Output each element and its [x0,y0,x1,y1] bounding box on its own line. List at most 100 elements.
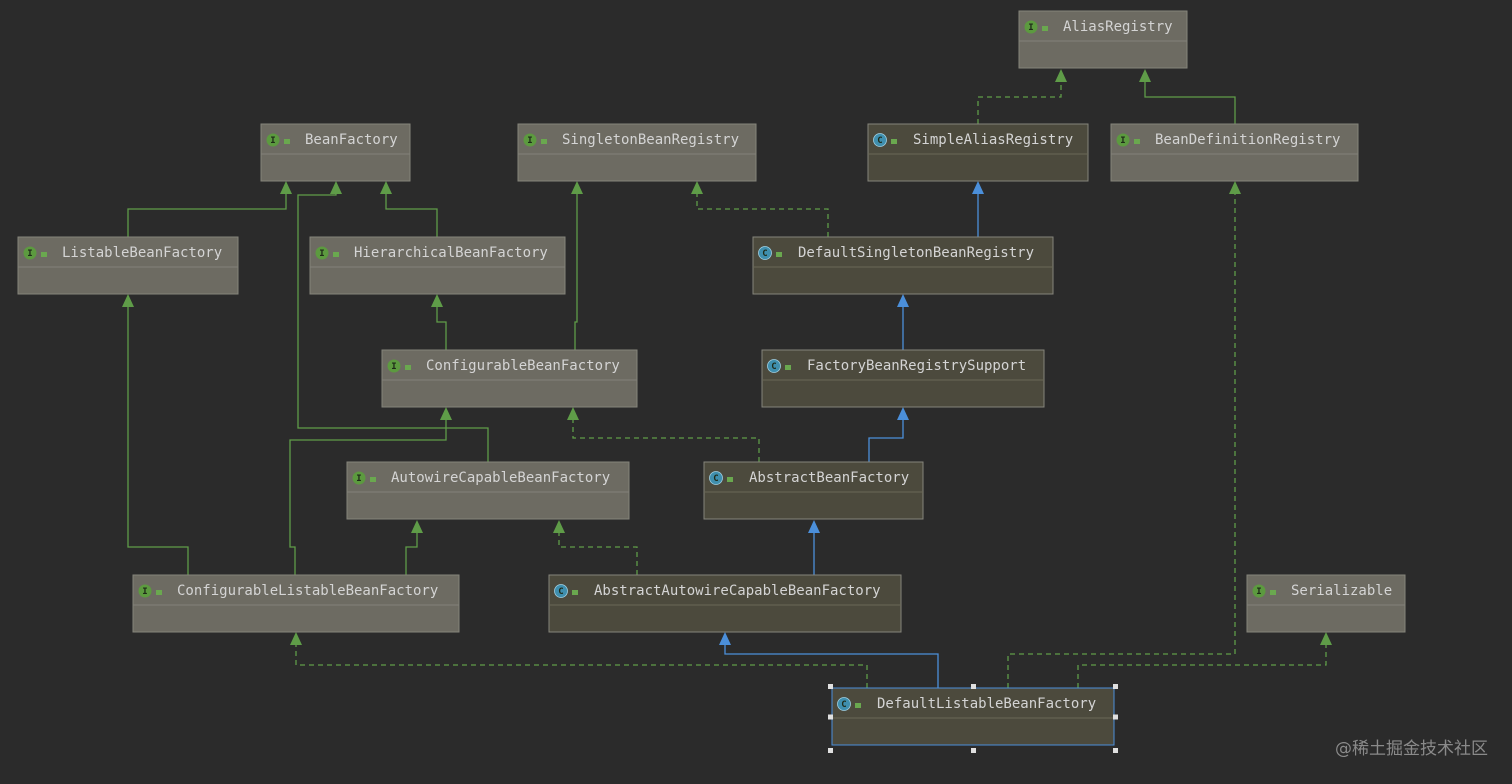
node-icon-letter: I [142,587,147,597]
class-node: I SingletonBeanRegistry [517,123,757,182]
arrow-head [330,181,342,194]
visibility-icon [785,365,791,370]
visibility-icon [891,139,897,144]
visibility-icon [333,252,339,257]
visibility-icon [1134,139,1140,144]
edge [295,644,868,688]
visibility-icon [855,703,861,708]
node-label: AbstractBeanFactory [749,470,909,486]
visibility-icon [156,590,162,595]
arrow-head [1320,632,1332,645]
node-label: FactoryBeanRegistrySupport [807,358,1026,374]
node-box [867,123,1089,182]
arrow-head [1229,181,1241,194]
node-box [309,236,566,295]
node-icon-letter: I [1120,136,1125,146]
nodes: I AliasRegistry I BeanFactory I SingletonBean… [17,10,1406,753]
node-icon-letter: I [27,249,32,259]
node-box [517,123,757,182]
node-box [132,574,460,633]
arrow-head [440,407,452,420]
edge [127,306,189,575]
class-node: I ConfigurableListableBeanFactory [132,574,460,633]
arrow-head [972,181,984,194]
node-icon [352,471,366,485]
node-icon [709,471,723,485]
class-node: C DefaultListableBeanFactory [828,684,1118,753]
node-icon [758,246,772,260]
class-node: I ListableBeanFactory [17,236,239,295]
node-icon-letter: C [713,474,718,484]
class-node: C AbstractAutowireCapableBeanFactory [548,574,902,633]
class-node: I BeanFactory [260,123,411,182]
visibility-icon [727,477,733,482]
class-node: I HierarchicalBeanFactory [309,236,566,295]
edge [405,532,418,575]
node-label: BeanFactory [305,132,398,148]
node-icon [837,697,851,711]
arrow-head [122,294,134,307]
node-icon-letter: I [1028,23,1033,33]
class-node: C DefaultSingletonBeanRegistry [752,236,1054,295]
visibility-icon [1042,26,1048,31]
class-node: I BeanDefinitionRegistry [1110,123,1359,182]
node-icon [1024,20,1038,34]
node-icon-letter: C [877,136,882,146]
arrow-head [280,181,292,194]
node-label: ListableBeanFactory [62,245,222,261]
edge [724,644,939,688]
edge [558,532,638,575]
node-box [831,687,1115,746]
arrow-head [567,407,579,420]
node-box [17,236,239,295]
node-icon-letter: C [558,587,563,597]
selection-handle [971,748,976,753]
node-box [548,574,902,633]
arrow-head [553,520,565,533]
node-icon [873,133,887,147]
selection-handle [1113,684,1118,689]
selection-handle [828,684,833,689]
node-icon-letter: I [391,362,396,372]
node-label: ConfigurableListableBeanFactory [177,583,438,599]
class-node: C SimpleAliasRegistry [867,123,1089,182]
arrow-head [380,181,392,194]
edge [1144,81,1236,124]
node-box [1018,10,1188,69]
edge [297,193,489,462]
class-node: I ConfigurableBeanFactory [381,349,638,408]
edge [1077,644,1327,688]
edge [289,419,447,575]
arrow-head [431,294,443,307]
arrow-head [897,407,909,420]
edge [868,419,904,462]
node-icon-letter: I [270,136,275,146]
visibility-icon [1270,590,1276,595]
node-box [703,461,924,520]
node-label: BeanDefinitionRegistry [1155,132,1340,148]
node-label: DefaultSingletonBeanRegistry [798,245,1034,261]
node-icon [23,246,37,260]
arrow-head [691,181,703,194]
node-icon-letter: C [762,249,767,259]
node-icon [315,246,329,260]
node-label: ConfigurableBeanFactory [426,358,620,374]
node-box [381,349,638,408]
edge [385,193,438,237]
node-label: AbstractAutowireCapableBeanFactory [594,583,881,599]
class-node: I AliasRegistry [1018,10,1188,69]
node-label: HierarchicalBeanFactory [354,245,548,261]
node-label: Serializable [1291,583,1392,599]
node-label: DefaultListableBeanFactory [877,696,1096,712]
arrow-head [808,520,820,533]
node-label: AliasRegistry [1063,19,1173,35]
node-box [1246,574,1406,633]
visibility-icon [41,252,47,257]
node-icon-letter: I [319,249,324,259]
arrow-head [571,181,583,194]
node-icon-letter: C [841,700,846,710]
node-box [752,236,1054,295]
watermark: @稀土掘金技术社区 [1335,739,1488,759]
arrow-head [1055,69,1067,82]
class-node: C AbstractBeanFactory [703,461,924,520]
